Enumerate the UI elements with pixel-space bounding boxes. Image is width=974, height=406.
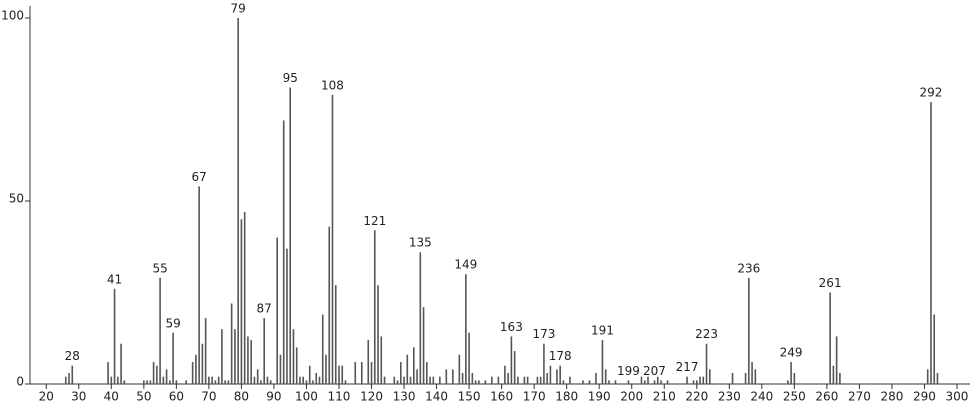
peak-label: 173: [532, 327, 555, 341]
x-tick-label: 170: [523, 390, 546, 404]
y-tick-label: 0: [16, 375, 24, 389]
peak-label: 67: [191, 170, 206, 184]
peak-label: 292: [920, 86, 943, 100]
x-tick-label: 220: [685, 390, 708, 404]
x-tick-label: 180: [555, 390, 578, 404]
peak-label: 207: [643, 364, 666, 378]
peak-label: 79: [231, 2, 246, 16]
x-tick-label: 60: [169, 390, 184, 404]
peak-label: 95: [283, 71, 298, 85]
y-tick-label: 50: [9, 192, 24, 206]
peak-label: 41: [107, 272, 122, 286]
peak-label: 55: [152, 261, 167, 275]
x-tick-label: 40: [104, 390, 119, 404]
x-tick-label: 20: [39, 390, 54, 404]
peak-label: 149: [454, 258, 477, 272]
y-tick-label: 100: [1, 9, 24, 23]
x-tick-label: 120: [360, 390, 383, 404]
peak-label: 191: [591, 324, 614, 338]
peak-label: 135: [409, 236, 432, 250]
peak-label: 163: [500, 320, 523, 334]
peak-label: 87: [257, 302, 272, 316]
x-tick-label: 70: [201, 390, 216, 404]
x-tick-label: 90: [266, 390, 281, 404]
x-tick-label: 130: [393, 390, 416, 404]
x-tick-label: 30: [71, 390, 86, 404]
x-tick-label: 300: [946, 390, 969, 404]
x-tick-label: 210: [653, 390, 676, 404]
peak-label: 236: [737, 261, 760, 275]
x-tick-label: 50: [136, 390, 151, 404]
x-tick-label: 80: [234, 390, 249, 404]
x-tick-label: 140: [425, 390, 448, 404]
x-tick-label: 200: [620, 390, 643, 404]
peak-label: 249: [780, 346, 803, 360]
x-tick-label: 280: [880, 390, 903, 404]
peak-label: 121: [363, 214, 386, 228]
peak-label: 59: [165, 316, 180, 330]
x-tick-label: 260: [815, 390, 838, 404]
x-tick-label: 290: [913, 390, 936, 404]
peak-label: 261: [819, 276, 842, 290]
x-tick-label: 100: [295, 390, 318, 404]
x-tick-label: 190: [588, 390, 611, 404]
x-tick-label: 110: [328, 390, 351, 404]
peak-label: 199: [617, 364, 640, 378]
x-tick-label: 160: [490, 390, 513, 404]
x-tick-label: 240: [750, 390, 773, 404]
peak-label: 223: [695, 327, 718, 341]
x-tick-label: 250: [783, 390, 806, 404]
peak-label: 178: [549, 349, 572, 363]
peak-label: 108: [321, 78, 344, 92]
x-tick-label: 230: [718, 390, 741, 404]
x-tick-label: 270: [848, 390, 871, 404]
peak-label: 217: [676, 360, 699, 374]
peak-label: 28: [65, 349, 80, 363]
x-tick-label: 150: [458, 390, 481, 404]
